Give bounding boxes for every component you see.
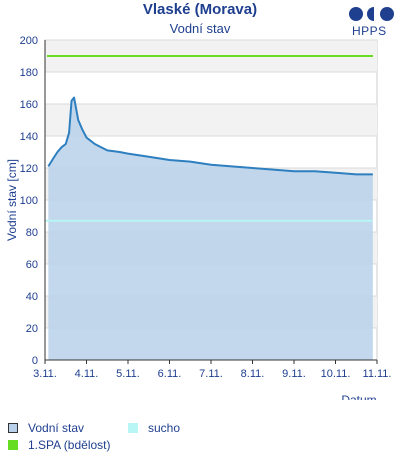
logo-circle-left	[349, 7, 363, 21]
y-tick-label: 0	[32, 355, 38, 367]
legend-swatch-water-level	[8, 423, 18, 433]
water-level-chart: 0 20 40 60 80 100 120 140 160 180 200 3.11. 4.11. 5.1…	[5, 35, 392, 400]
legend-swatch-dry	[128, 423, 138, 433]
series-area-water-level	[48, 97, 373, 360]
y-tick-label: 20	[26, 323, 38, 335]
logo-circle-right	[380, 7, 394, 21]
y-tick-label: 40	[26, 291, 38, 303]
y-tick-label: 100	[20, 195, 38, 207]
x-tick-label: 3.11.	[33, 368, 57, 380]
x-tick-label: 7.11.	[199, 368, 223, 380]
grid-band	[45, 104, 377, 136]
hpps-logo	[349, 7, 394, 21]
chart-subtitle: Vodní stav	[169, 21, 231, 36]
legend-label-spa1: 1.SPA (bdělost)	[28, 438, 111, 452]
legend-dry: sucho	[128, 421, 180, 435]
y-tick-label: 60	[26, 259, 38, 271]
y-tick-label: 180	[20, 67, 38, 79]
y-axis-title: Vodní stav [cm]	[5, 159, 19, 241]
y-tick-label: 160	[20, 99, 38, 111]
legend-swatch-spa1	[8, 440, 18, 450]
legend-spa1: 1.SPA (bdělost)	[8, 438, 111, 452]
x-tick-label: 4.11.	[75, 368, 99, 380]
x-tick-label: 9.11.	[282, 368, 306, 380]
y-tick-label: 80	[26, 227, 38, 239]
logo-text: HPPS	[352, 24, 387, 38]
x-tick-label: 11.11.	[363, 368, 392, 380]
x-tick-label: 5.11.	[116, 368, 140, 380]
legend-label-water-level: Vodní stav	[28, 421, 85, 435]
x-axis-title: Datum	[341, 393, 376, 400]
y-tick-label: 200	[20, 35, 38, 47]
x-tick-label: 8.11.	[241, 368, 265, 380]
y-tick-label: 120	[20, 163, 38, 175]
series-line-water-level	[47, 96, 373, 176]
logo-half-circle	[367, 7, 374, 21]
y-tick-label: 140	[20, 131, 38, 143]
legend-water-level: Vodní stav	[8, 421, 84, 435]
legend-label-dry: sucho	[148, 421, 181, 435]
x-tick-label: 6.11.	[158, 368, 182, 380]
x-tick-label: 10.11.	[321, 368, 351, 380]
chart-title: Vlaské (Morava)	[142, 1, 258, 18]
